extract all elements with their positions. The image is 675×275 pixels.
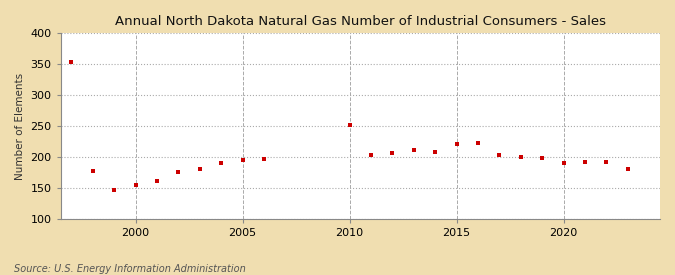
Point xyxy=(194,167,205,171)
Point xyxy=(452,142,462,146)
Point xyxy=(580,160,591,164)
Point xyxy=(237,157,248,162)
Point xyxy=(130,183,141,187)
Point xyxy=(472,141,483,146)
Point xyxy=(259,157,269,161)
Point xyxy=(622,167,633,171)
Point xyxy=(558,161,569,166)
Point xyxy=(344,123,355,127)
Point xyxy=(537,156,547,161)
Point xyxy=(88,169,99,173)
Text: Source: U.S. Energy Information Administration: Source: U.S. Energy Information Administ… xyxy=(14,264,245,274)
Point xyxy=(216,160,227,165)
Point xyxy=(66,60,77,65)
Y-axis label: Number of Elements: Number of Elements xyxy=(15,73,25,180)
Title: Annual North Dakota Natural Gas Number of Industrial Consumers - Sales: Annual North Dakota Natural Gas Number o… xyxy=(115,15,606,28)
Point xyxy=(494,153,505,157)
Point xyxy=(430,149,441,154)
Point xyxy=(408,148,419,152)
Point xyxy=(516,155,526,159)
Point xyxy=(109,188,119,192)
Point xyxy=(152,178,163,183)
Point xyxy=(366,152,377,157)
Point xyxy=(387,150,398,155)
Point xyxy=(173,170,184,174)
Point xyxy=(601,160,612,164)
